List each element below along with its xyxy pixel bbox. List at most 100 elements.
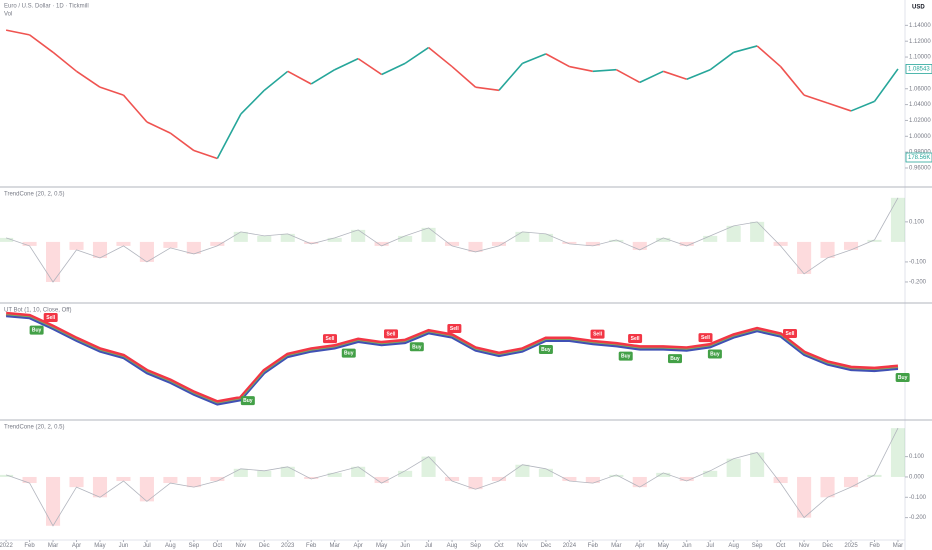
signal-box — [538, 344, 553, 354]
price-segment — [263, 70, 289, 91]
cone-bar — [468, 476, 483, 490]
cone-bar — [797, 241, 812, 274]
cone-bar — [421, 227, 436, 242]
time-tick-label: 2022 — [0, 543, 13, 549]
cone-bar — [257, 470, 272, 477]
cone-bar — [0, 237, 14, 242]
cone-bar — [468, 241, 483, 252]
signal-label: Sell — [450, 326, 460, 332]
signal-box — [667, 354, 682, 364]
signal-label: Sell — [786, 331, 796, 337]
price-segment — [498, 62, 524, 91]
signal-label: Sell — [631, 336, 641, 342]
signal-label: Sell — [593, 332, 603, 338]
time-tick-label: Dec — [822, 543, 833, 549]
time-tick-label: Jun — [400, 543, 410, 549]
cone-bar — [398, 235, 413, 242]
cone-bar — [233, 231, 248, 242]
time-tick-label: Mar — [611, 543, 621, 549]
cone-bar — [890, 428, 905, 477]
price-segment — [146, 121, 171, 134]
price-segment — [522, 53, 547, 65]
time-tick-label: Nov — [235, 543, 246, 549]
price-tick-label: 0.000 — [909, 475, 925, 481]
symbol-title: Euro / U.S. Dollar · 1D · Tickmill — [4, 4, 89, 10]
time-tick-label: Feb — [588, 543, 599, 549]
price-segment — [873, 68, 899, 102]
price-segment — [357, 57, 383, 76]
cone-bar — [562, 476, 577, 482]
time-tick-label: 2025 — [844, 543, 858, 549]
price-tick-label: 1.00000 — [909, 134, 931, 140]
cone-bar — [820, 476, 835, 498]
price-segment — [475, 86, 500, 92]
price-tick-label: 1.06000 — [909, 86, 931, 92]
time-tick-label: Sep — [752, 543, 763, 549]
signal-label: Sell — [387, 331, 397, 337]
signal-box — [384, 329, 399, 339]
cone-bar — [139, 241, 154, 262]
signal-label: Sell — [46, 315, 56, 321]
time-tick-label: Oct — [776, 543, 786, 549]
cone-bar — [421, 456, 436, 477]
price-segment — [779, 66, 805, 96]
price-tick-label: -0.100 — [909, 260, 927, 266]
price-segment — [122, 94, 148, 123]
time-tick-label: Jun — [119, 543, 129, 549]
price-segment — [310, 69, 336, 85]
time-tick-label: Jul — [425, 543, 433, 549]
cone-bar — [656, 472, 671, 477]
cone-bar — [703, 235, 718, 242]
signal-box — [43, 313, 58, 323]
cone-bar — [327, 237, 342, 242]
time-tick-label: Oct — [213, 543, 223, 549]
volume-title: Vol — [4, 12, 12, 18]
cone-bar — [750, 452, 765, 477]
cone-bar — [351, 466, 366, 477]
signal-label: Sell — [326, 336, 336, 342]
cone-bar — [163, 476, 178, 484]
cone-bar — [585, 241, 600, 246]
cone-bar — [22, 241, 37, 246]
price-segment — [52, 51, 78, 72]
price-segment — [99, 86, 124, 96]
pane-title: TrendCone (20, 2, 0.5) — [4, 192, 64, 198]
price-tick-label: 1.02000 — [909, 118, 931, 124]
cone-bar — [703, 470, 718, 477]
signal-label: Buy — [541, 347, 551, 353]
price-segment — [686, 68, 711, 80]
time-tick-label: Oct — [494, 543, 504, 549]
cone-bar — [890, 197, 905, 242]
cone-bar — [304, 476, 319, 479]
time-tick-label: Jun — [682, 543, 692, 549]
cone-line — [5, 197, 899, 283]
cone-bar — [632, 476, 647, 488]
time-tick-label: Apr — [353, 543, 362, 549]
cone-bar — [515, 464, 530, 477]
price-segment — [592, 68, 617, 73]
time-tick-label: Nov — [799, 543, 810, 549]
price-tick-label: 1.12000 — [909, 39, 931, 45]
time-tick-label: Sep — [189, 543, 200, 549]
price-segment — [756, 45, 782, 68]
cone-bar — [726, 458, 741, 477]
price-segment — [404, 46, 430, 65]
signal-box — [29, 325, 44, 335]
signal-box — [707, 349, 722, 359]
cone-bar — [139, 476, 154, 502]
signal-box — [628, 333, 643, 343]
time-tick-label: Nov — [517, 543, 528, 549]
signal-label: Buy — [670, 356, 680, 362]
cone-bar — [374, 476, 389, 484]
signal-label: Buy — [710, 352, 720, 358]
cone-bar — [515, 231, 530, 242]
cone-bar — [46, 241, 61, 282]
last-price-label: 1.08543 — [908, 67, 930, 73]
cone-bar — [867, 239, 882, 242]
price-segment — [827, 102, 852, 112]
time-tick-label: Dec — [259, 543, 270, 549]
time-tick-label: Mar — [48, 543, 58, 549]
trail-red — [5, 311, 899, 405]
